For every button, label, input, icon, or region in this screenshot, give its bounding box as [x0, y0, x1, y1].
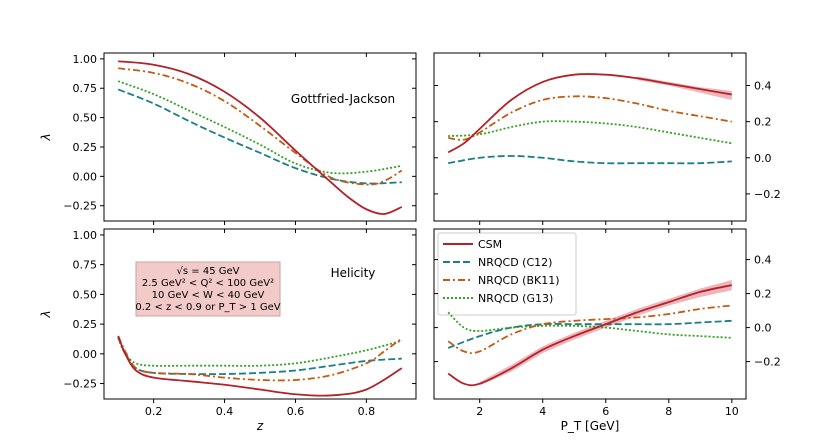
y-tick-label: 0.0	[754, 322, 772, 335]
series-line-bk11	[118, 67, 403, 186]
legend-label-g13: NRQCD (G13)	[478, 292, 553, 305]
annotation-q2: 2.5 GeV² < Q² < 100 GeV²	[142, 278, 274, 289]
y-tick-label: −0.2	[754, 188, 781, 201]
panel-gottfried-jackson-pt: 0.4 0.2 0.0 −0.2	[433, 52, 781, 225]
y-tick-label: 0.50	[73, 112, 98, 125]
x-tick-label: 8	[665, 405, 672, 418]
series-line-c12	[447, 319, 732, 349]
series-line-csm	[117, 335, 403, 397]
annotation-w: 10 GeV < W < 40 GeV	[152, 290, 265, 301]
x-tick-label: 0.2	[145, 405, 163, 418]
y-axis-label-top: λ	[39, 133, 53, 141]
y-tick-label: 0.0	[754, 152, 772, 165]
series-line-csm	[447, 284, 733, 387]
y-tick-label: 0.2	[754, 116, 772, 129]
panel-helicity-z: Helicity √s = 45 GeV 2.5 GeV² < Q² < 100…	[63, 228, 417, 418]
x-tick-label: 0.4	[216, 405, 234, 418]
y-tick-label: 0.50	[73, 288, 98, 301]
series-line-csm	[447, 73, 732, 154]
panel-frame	[433, 228, 747, 400]
y-tick-label: 0.2	[754, 288, 772, 301]
series-line-c12	[117, 88, 402, 185]
legend-box	[437, 232, 577, 316]
y-tick-label: −0.25	[63, 200, 97, 213]
series-line-g13	[447, 311, 732, 339]
y-tick-label: 0.75	[73, 82, 98, 95]
x-tick-label: 2	[476, 405, 483, 418]
x-tick-label: 4	[539, 405, 546, 418]
legend-label-c12: NRQCD (C12)	[478, 256, 552, 269]
panel-title-gottfried-jackson: Gottfried-Jackson	[291, 92, 395, 106]
legend-label-bk11: NRQCD (BK11)	[478, 274, 560, 287]
panel-frame	[103, 52, 417, 222]
y-tick-label: −0.25	[63, 378, 97, 391]
x-axis-label-pt: P_T [GeV]	[561, 419, 620, 433]
y-tick-label: 0.00	[73, 170, 98, 183]
series-line-g13	[117, 337, 403, 367]
y-tick-label: 0.4	[754, 254, 772, 267]
panel-frame	[433, 52, 747, 222]
series-line-bk11	[117, 335, 403, 382]
panel-gottfried-jackson-z: Gottfried-Jackson 1.00 0.75 0.50 0.25 0.00 −0…	[63, 52, 417, 225]
legend-label-csm: CSM	[478, 238, 502, 251]
legend: CSM NRQCD (C12) NRQCD (BK11) NRQCD (G13)	[437, 232, 577, 316]
x-tick-label: 10	[725, 405, 739, 418]
panel-title-helicity: Helicity	[331, 266, 376, 280]
panel-helicity-pt: CSM NRQCD (C12) NRQCD (BK11) NRQCD (G13)…	[433, 228, 781, 418]
x-tick-label: 0.8	[358, 405, 376, 418]
annotation-cuts: 0.2 < z < 0.9 or P_T > 1 GeV	[135, 302, 280, 313]
panel-frame	[103, 228, 417, 400]
y-tick-label: 1.00	[73, 229, 98, 242]
series-line-bk11	[448, 95, 732, 141]
y-axis-label-bottom: λ	[39, 310, 53, 318]
y-tick-label: −0.2	[754, 356, 781, 369]
y-tick-label: 0.75	[73, 259, 98, 272]
annotation-box	[135, 261, 281, 317]
series-line-c12	[117, 336, 402, 376]
y-tick-label: 0.00	[73, 348, 98, 361]
y-tick-label: 0.4	[754, 80, 772, 93]
x-tick-label: 0.6	[287, 405, 305, 418]
y-tick-label: 1.00	[73, 53, 98, 66]
y-tick-label: 0.25	[73, 318, 98, 331]
series-line-bk11	[447, 304, 732, 354]
series-line-csm	[118, 60, 403, 215]
y-tick-label: 0.25	[73, 141, 98, 154]
x-tick-label: 6	[602, 405, 609, 418]
x-axis-label-z: z	[256, 419, 264, 433]
axis-labels: λ λ z P_T [GeV]	[39, 133, 619, 433]
annotation-energy: √s = 45 GeV	[177, 266, 240, 277]
series-line-g13	[117, 80, 402, 175]
series-line-c12	[448, 155, 732, 165]
